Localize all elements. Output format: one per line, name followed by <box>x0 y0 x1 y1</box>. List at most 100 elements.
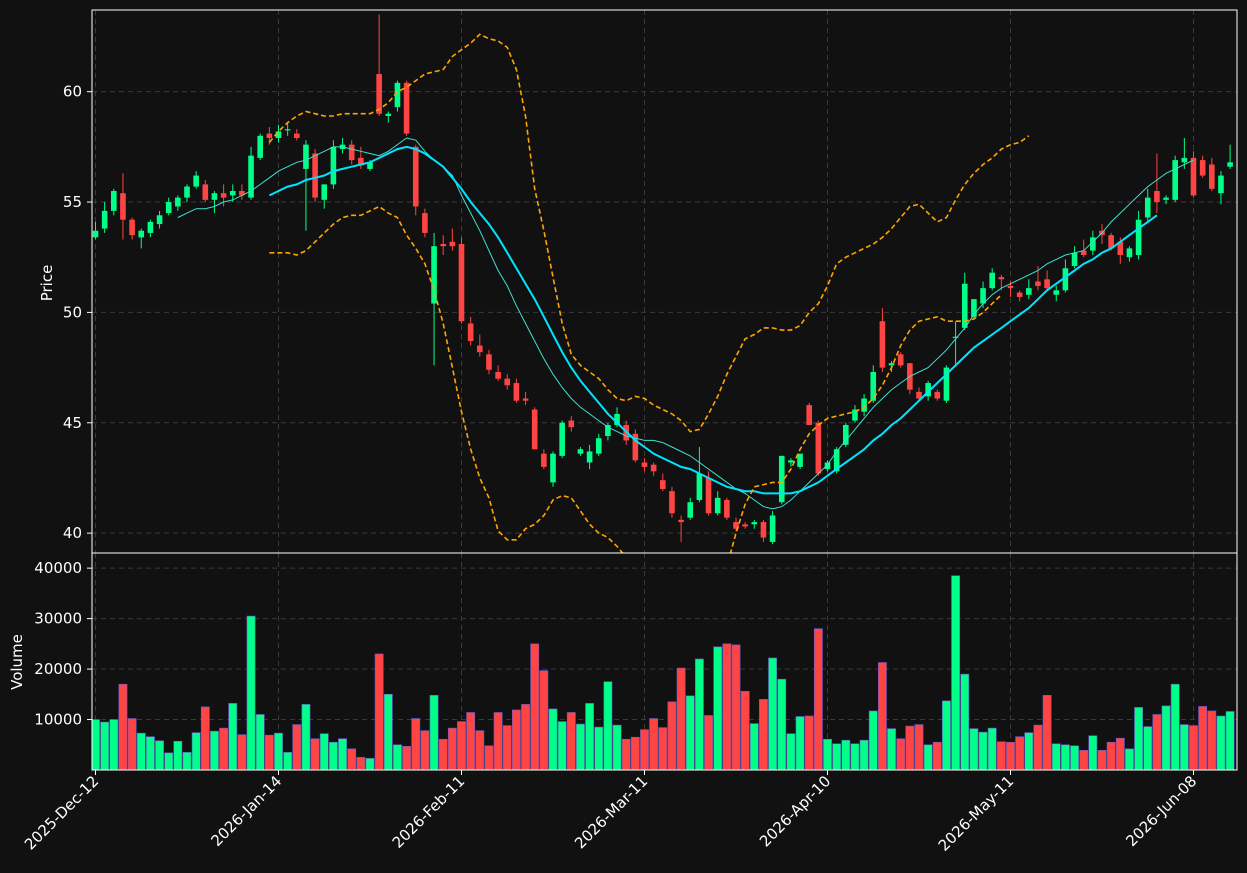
volume-bar <box>694 658 704 770</box>
volume-bar <box>1189 725 1198 770</box>
volume-bar <box>1024 732 1034 770</box>
volume-bar <box>127 718 137 770</box>
candle-body <box>943 367 950 401</box>
candle-body <box>495 372 501 379</box>
volume-bar <box>219 727 228 770</box>
volume-bar <box>1179 724 1189 770</box>
volume-bar <box>274 732 283 770</box>
candle-body <box>531 409 538 450</box>
volume-bar <box>511 709 521 770</box>
volume-bar <box>722 643 732 770</box>
candle-body <box>660 480 666 489</box>
volume-bar <box>438 738 448 770</box>
volume-bar <box>109 719 119 770</box>
candle-body <box>175 197 181 207</box>
candle-body <box>1227 162 1233 167</box>
volume-bar <box>502 725 512 770</box>
volume-bar <box>713 646 723 770</box>
volume-bar <box>475 730 485 770</box>
candle-body <box>513 383 520 401</box>
candle-body <box>998 277 1005 280</box>
candle-body <box>266 133 273 139</box>
volume-bar <box>539 670 549 770</box>
candle-body <box>522 398 529 401</box>
volume-bar <box>850 743 860 770</box>
candle-body <box>312 153 318 198</box>
volume-bar <box>246 615 256 770</box>
volume-bar <box>1006 741 1015 770</box>
candle-body <box>769 515 776 542</box>
volume-bar <box>347 748 357 770</box>
candle-body <box>1209 164 1215 189</box>
candle-body <box>833 449 840 472</box>
candle-body <box>184 186 190 198</box>
volume-bar <box>1015 736 1025 770</box>
volume-bar <box>164 752 174 770</box>
volume-bar <box>283 752 293 770</box>
candle-body <box>1007 285 1014 289</box>
candle-body <box>559 422 565 456</box>
volume-bar <box>393 744 402 770</box>
candle-body <box>1144 197 1151 218</box>
candle-body <box>705 477 712 514</box>
volume-bar <box>1225 711 1235 770</box>
volume-bar <box>914 724 924 770</box>
volume-bar <box>951 575 960 770</box>
candle-body <box>138 230 145 238</box>
price-tick-label: 55 <box>63 193 82 211</box>
ma_slow-line <box>268 145 1158 495</box>
volume-bar <box>1198 706 1208 770</box>
candle-body <box>870 372 877 401</box>
candle-body <box>193 175 199 187</box>
volume-bar <box>649 718 659 770</box>
candle-body <box>486 354 492 370</box>
candle-body <box>422 213 428 233</box>
candle-body <box>650 464 657 472</box>
ma_fast-line <box>177 137 1194 510</box>
candle-body <box>92 230 99 238</box>
candle-body <box>696 473 703 501</box>
candle-body <box>925 383 931 397</box>
candle-body <box>239 191 245 196</box>
candle-body <box>211 193 218 200</box>
volume-bar <box>813 628 823 770</box>
candle-body <box>147 221 154 233</box>
volume-bar <box>557 721 567 770</box>
candle-body <box>1062 268 1069 291</box>
candle-body <box>394 82 401 108</box>
volume-tick-label: 10000 <box>34 711 82 729</box>
volume-bar <box>173 740 183 770</box>
volume-bar <box>576 723 585 770</box>
candle-body <box>257 135 263 158</box>
volume-bar <box>301 704 311 770</box>
candle-body <box>788 460 794 463</box>
candle-body <box>458 243 465 322</box>
candle-body <box>275 131 282 139</box>
volume-bar <box>1061 744 1070 770</box>
volume-bar <box>1106 741 1116 770</box>
volume-bar <box>1170 683 1180 770</box>
volume-bar <box>969 728 979 770</box>
volume-bar <box>667 701 677 770</box>
volume-bar <box>859 739 869 770</box>
candle-body <box>385 113 392 116</box>
candle-body <box>605 424 611 437</box>
bollinger_lower-line <box>269 205 1002 553</box>
volume-bar <box>374 653 384 770</box>
volume-bar <box>191 732 201 770</box>
volume-bar <box>685 695 695 770</box>
candle-body <box>852 409 858 421</box>
candle-body <box>879 321 886 368</box>
candle-body <box>111 191 117 211</box>
volume-bar <box>237 734 247 770</box>
volume-bar <box>1134 707 1143 770</box>
candle-body <box>403 82 410 134</box>
candle-body <box>614 413 620 425</box>
candle-body <box>641 462 648 467</box>
candle-body <box>1172 160 1178 200</box>
candle-body <box>916 391 922 399</box>
candle-body <box>714 497 721 514</box>
volume-bar <box>548 708 558 770</box>
candle-body <box>577 449 584 454</box>
candle-body <box>1199 160 1206 176</box>
